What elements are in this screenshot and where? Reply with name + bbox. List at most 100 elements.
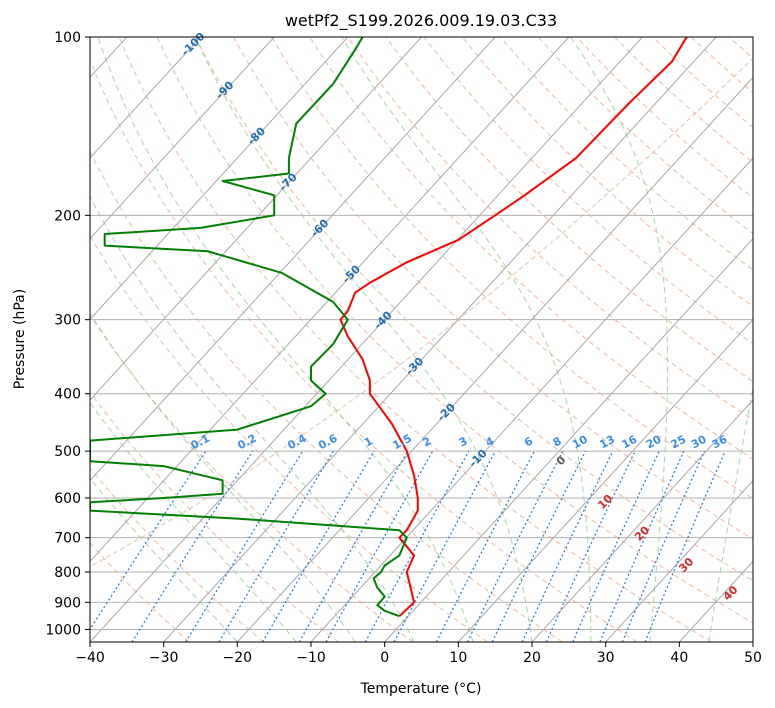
isotherm-line [90, 37, 422, 401]
y-tick-label: 500 [54, 444, 81, 460]
mixing-ratio-label: 1.5 [391, 432, 414, 453]
series-layer [90, 37, 688, 618]
isotherm-line [531, 399, 753, 642]
x-tick-label: −20 [223, 650, 253, 666]
isotherm-line [90, 37, 496, 482]
mixing-ratio-line [572, 450, 660, 642]
dry-adiabat [194, 37, 753, 582]
isotherm-line [90, 37, 570, 563]
mixing-ratio-label: 10 [570, 433, 590, 452]
mixing-ratio-label: 1 [362, 434, 375, 449]
mixing-ratio-label: 36 [710, 433, 730, 452]
dry-adiabat [90, 467, 264, 642]
x-axis-label: Temperature (°C) [360, 681, 482, 697]
dry-adiabat [767, 37, 775, 642]
mixing-ratio-line [435, 450, 535, 642]
mixing-ratio-line [218, 450, 335, 642]
moist-adiabat [194, 37, 533, 642]
mixing-ratio-label: 25 [669, 433, 689, 452]
mixing-ratio-line [185, 450, 304, 642]
mixing-ratio-label: 8 [551, 434, 564, 449]
temperature-profile [339, 37, 688, 617]
mixing-ratio-line [393, 450, 497, 642]
x-tick-label: 0 [380, 650, 389, 666]
plot-frame [89, 36, 754, 643]
mixing-ratio-line [599, 450, 685, 642]
moist-adiabat-label: 20 [632, 523, 652, 543]
mixing-ratio-line [466, 450, 564, 642]
isotherm-line [90, 37, 643, 642]
moist-adiabat [570, 37, 669, 642]
mixing-ratio-label: 0.6 [316, 432, 340, 453]
dry-adiabat [347, 37, 753, 421]
mixing-ratio-line [262, 450, 375, 642]
dry-adiabat [423, 37, 753, 345]
isotherm-line [90, 37, 201, 159]
dry-adiabat [232, 37, 753, 540]
isotherm-line [163, 37, 717, 642]
dry-adiabat [728, 37, 753, 59]
mixing-ratio-line [491, 450, 587, 642]
isotherm-line [384, 237, 753, 642]
dry-adiabat [690, 37, 753, 94]
moist-adiabat [708, 384, 753, 642]
x-tick-label: 50 [744, 650, 762, 666]
mixing-ratio-line [90, 450, 207, 631]
isotherm-line [236, 76, 753, 642]
dry-adiabat [271, 37, 753, 500]
x-tick-label: 30 [597, 650, 615, 666]
dry-adiabat [461, 37, 753, 308]
chart-title: wetPf2_S199.2026.009.19.03.C33 [285, 11, 557, 31]
y-tick-label: 800 [54, 565, 81, 581]
dry-adiabat [90, 542, 190, 642]
mixing-ratio-line [521, 450, 614, 642]
y-tick-label: 1000 [45, 622, 81, 638]
moist-adiabat-label: 40 [721, 583, 741, 603]
dry-adiabat [538, 37, 753, 235]
mixing-ratio-label: 0.2 [235, 432, 258, 453]
x-axis-ticks: −40 −30 −20 −10 0 10 20 30 40 50 [75, 642, 762, 666]
dry-adiabat [90, 234, 488, 642]
x-tick-label: 40 [670, 650, 688, 666]
mixing-ratio-label: 0.4 [285, 432, 309, 453]
y-tick-label: 100 [54, 30, 81, 46]
dewpoint-profile [90, 37, 408, 618]
y-tick-label: 300 [54, 313, 81, 329]
mixing-ratio-line [364, 450, 470, 642]
dry-adiabat [156, 37, 753, 624]
moist-adiabat [97, 37, 474, 642]
dry-adiabat [385, 37, 753, 383]
dry-adiabat [90, 57, 753, 568]
dry-adiabat [90, 391, 339, 642]
mixing-ratio-label: 16 [620, 433, 640, 452]
mixing-ratio-label: 13 [597, 433, 617, 452]
y-tick-label: 600 [54, 491, 81, 507]
mixing-ratio-label: 3 [457, 434, 470, 449]
moist-adiabat [90, 195, 415, 642]
y-tick-label: 200 [54, 208, 81, 224]
mixing-ratio-label: 20 [644, 433, 664, 452]
mixing-ratio-line [131, 450, 254, 642]
isotherm-line [457, 318, 753, 642]
x-tick-label: −40 [75, 650, 105, 666]
moist-adiabat [90, 477, 238, 642]
moist-adiabat-label: 10 [595, 492, 615, 512]
y-tick-label: 400 [54, 387, 81, 403]
x-tick-label: 10 [449, 650, 467, 666]
y-tick-label: 700 [54, 531, 81, 547]
isotherm-line [90, 37, 349, 321]
y-axis-label: Pressure (hPa) [12, 289, 28, 389]
mixing-ratio-label: 6 [522, 434, 535, 449]
dry-adiabat [90, 150, 563, 642]
x-tick-label: 20 [523, 650, 541, 666]
y-tick-label: 900 [54, 595, 81, 611]
mixing-ratio-line [644, 450, 726, 642]
mixing-ratio-label: 0.1 [189, 432, 212, 453]
dry-adiabat [652, 37, 753, 129]
moist-adiabat [341, 37, 592, 642]
moist-adiabat [90, 402, 297, 642]
moist-adiabat [90, 312, 356, 642]
y-axis-ticks: 100 200 300 400 500 600 700 800 900 1000 [45, 30, 90, 638]
x-tick-label: −10 [296, 650, 326, 666]
